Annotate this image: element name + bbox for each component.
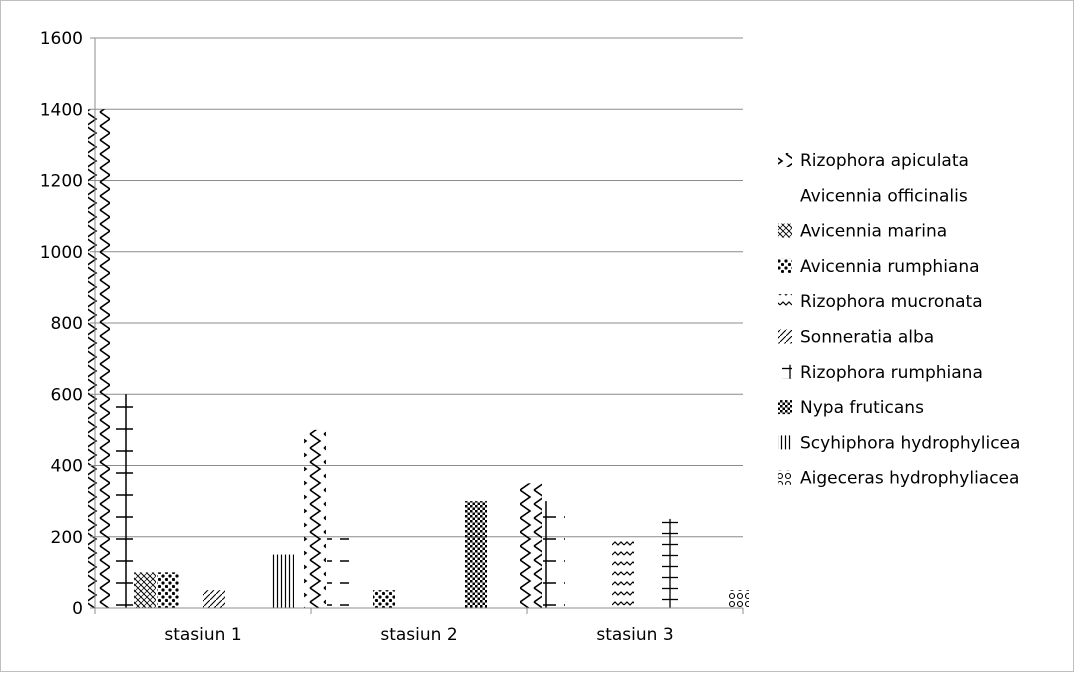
legend-swatch [778, 400, 792, 415]
legend-swatch [778, 294, 792, 309]
legend-swatch [778, 470, 792, 485]
legend-swatch [778, 364, 792, 379]
x-tick-label: stasiun 3 [596, 625, 673, 645]
y-tick-label: 1400 [40, 100, 83, 120]
legend-swatch [778, 153, 792, 167]
legend-label: Rizophora rumphiana [800, 363, 983, 383]
bar-nypa-fruticans-stasiun-2 [465, 501, 487, 608]
bar-rizophora-mucronata-stasiun-3 [612, 536, 634, 608]
x-tick-label: stasiun 2 [380, 625, 457, 645]
bar-scyhiphora-hydrophylicea-stasiun-1 [272, 554, 294, 608]
bar-avicennia-officinalis-stasiun-1 [111, 394, 133, 608]
y-tick-label: 800 [51, 314, 83, 334]
y-tick-label: 1600 [40, 29, 83, 49]
y-tick-label: 1000 [40, 243, 83, 263]
legend-label: Aigeceras hydrophyliacea [800, 469, 1019, 489]
legend-label: Rizophora apiculata [800, 151, 969, 171]
legend-label: Avicennia rumphiana [800, 257, 980, 277]
y-tick-label: 1200 [40, 172, 83, 192]
y-tick-label: 400 [51, 457, 83, 477]
legend-label: Avicennia officinalis [800, 186, 968, 206]
bar-rizophora-apiculata-stasiun-3 [520, 483, 542, 608]
legend-swatch [778, 329, 792, 344]
bar-aigeceras-hydrophyliacea-stasiun-3 [727, 590, 749, 608]
y-tick-label: 0 [72, 599, 83, 619]
y-tick-label: 200 [51, 528, 83, 548]
legend-label: Sonneratia alba [800, 328, 934, 348]
legend-swatch [778, 188, 792, 203]
bar-sonneratia-alba-stasiun-1 [203, 590, 225, 608]
legend-label: Avicennia marina [800, 222, 947, 242]
bar-rizophora-apiculata-stasiun-1 [88, 109, 110, 608]
legend-label: Nypa fruticans [800, 398, 924, 418]
legend-label: Rizophora mucronata [800, 292, 983, 312]
bar-avicennia-marina-stasiun-1 [134, 572, 156, 608]
x-tick-label: stasiun 1 [164, 625, 241, 645]
bar-avicennia-officinalis-stasiun-3 [543, 501, 565, 608]
legend-label: Scyhiphora hydrophylicea [800, 433, 1020, 453]
bar-avicennia-rumphiana-stasiun-2 [373, 590, 395, 608]
bar-rizophora-rumphiana-stasiun-3 [658, 518, 680, 608]
bar-avicennia-officinalis-stasiun-2 [327, 536, 349, 608]
legend-swatch [778, 435, 792, 450]
bar-avicennia-rumphiana-stasiun-1 [157, 572, 179, 608]
y-tick-label: 600 [51, 385, 83, 405]
bar-rizophora-apiculata-stasiun-2 [304, 429, 326, 608]
legend-swatch [778, 223, 792, 238]
legend-swatch [778, 258, 792, 273]
